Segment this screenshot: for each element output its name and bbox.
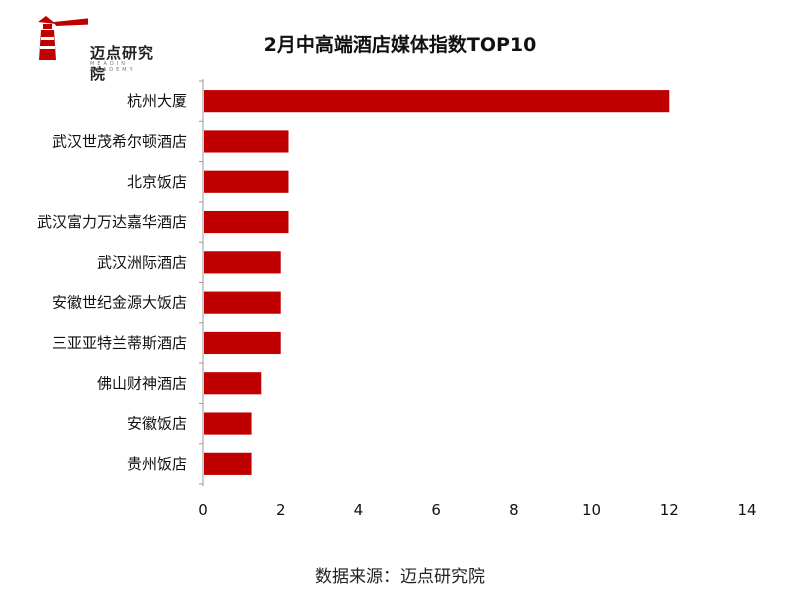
bar-2 (204, 170, 289, 193)
x-tick-label-4: 8 (509, 501, 519, 519)
category-label-3: 武汉富力万达嘉华酒店 (37, 213, 187, 231)
chart-title: 2月中高端酒店媒体指数TOP10 (263, 34, 537, 56)
category-label-9: 贵州饭店 (127, 455, 187, 473)
x-tick-label-3: 6 (431, 501, 441, 519)
bar-4 (204, 251, 281, 274)
category-label-2: 北京饭店 (127, 173, 187, 191)
category-label-4: 武汉洲际酒店 (97, 253, 187, 271)
x-tick-label-1: 2 (276, 501, 286, 519)
logo-text: 迈点研究院 (90, 44, 155, 83)
logo: 迈点研究院 MEADIN ACADEMY (28, 10, 168, 83)
bar-8 (204, 412, 252, 435)
x-tick-label-7: 14 (737, 501, 756, 519)
category-label-8: 安徽饭店 (127, 415, 187, 433)
x-tick-label-0: 0 (198, 501, 208, 519)
bar-9 (204, 452, 252, 475)
category-label-1: 武汉世茂希尔顿酒店 (52, 132, 187, 150)
x-tick-label-2: 4 (354, 501, 364, 519)
data-source: 数据来源：迈点研究院 (315, 567, 485, 587)
bar-5 (204, 291, 281, 314)
x-tick-label-6: 12 (660, 501, 679, 519)
category-label-7: 佛山财神酒店 (97, 374, 187, 392)
bar-7 (204, 372, 262, 395)
category-label-0: 杭州大厦 (127, 92, 187, 110)
x-tick-label-5: 10 (582, 501, 601, 519)
bar-6 (204, 331, 281, 355)
bar-3 (204, 210, 289, 234)
category-label-5: 安徽世纪金源大饭店 (52, 294, 187, 312)
bar-1 (204, 130, 289, 153)
logo-subtext: MEADIN ACADEMY (90, 61, 136, 73)
bar-0 (204, 90, 670, 113)
category-label-6: 三亚亚特兰蒂斯酒店 (52, 334, 187, 352)
bar-chart: 杭州大厦武汉世茂希尔顿酒店北京饭店武汉富力万达嘉华酒店武汉洲际酒店安徽世纪金源大… (37, 79, 757, 519)
